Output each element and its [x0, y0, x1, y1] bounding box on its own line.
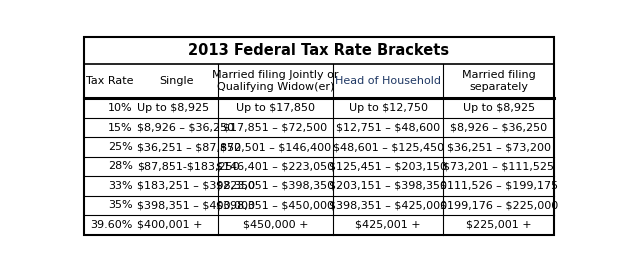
Text: $223,051 – $398,350: $223,051 – $398,350 [216, 181, 334, 191]
Text: 10%: 10% [108, 103, 132, 113]
Text: $398,351 – $450,000: $398,351 – $450,000 [216, 200, 334, 210]
Text: 25%: 25% [108, 142, 132, 152]
Text: $36,251 – $73,200: $36,251 – $73,200 [447, 142, 550, 152]
Text: $36,251 – $87,850: $36,251 – $87,850 [137, 142, 241, 152]
Text: 28%: 28% [108, 162, 132, 171]
Text: $199,176 – $225,000: $199,176 – $225,000 [440, 200, 558, 210]
Text: $87,851-$183,250: $87,851-$183,250 [137, 162, 240, 171]
Text: $125,451 – $203,150: $125,451 – $203,150 [329, 162, 447, 171]
Text: Head of Household: Head of Household [335, 76, 441, 86]
Text: $8,926 – $36,250: $8,926 – $36,250 [137, 123, 234, 132]
Text: $48,601 – $125,450: $48,601 – $125,450 [333, 142, 443, 152]
Text: $17,851 – $72,500: $17,851 – $72,500 [223, 123, 327, 132]
Text: $8,926 – $36,250: $8,926 – $36,250 [450, 123, 547, 132]
Text: $183,251 – $398,350: $183,251 – $398,350 [137, 181, 256, 191]
Text: $398,351 – $400,000: $398,351 – $400,000 [137, 200, 255, 210]
Text: Married filing
separately: Married filing separately [462, 70, 536, 92]
Text: 35%: 35% [108, 200, 132, 210]
Text: Up to $12,750: Up to $12,750 [349, 103, 428, 113]
Text: $73,201 – $111,525: $73,201 – $111,525 [443, 162, 554, 171]
Text: 15%: 15% [108, 123, 132, 132]
Text: $146,401 – $223,050: $146,401 – $223,050 [216, 162, 334, 171]
Text: Up to $8,925: Up to $8,925 [137, 103, 210, 113]
Text: Up to $8,925: Up to $8,925 [463, 103, 535, 113]
Text: $398,351 – $425,000: $398,351 – $425,000 [329, 200, 447, 210]
Text: $111,526 – $199,175: $111,526 – $199,175 [440, 181, 558, 191]
Text: $400,001 +: $400,001 + [137, 220, 203, 230]
Text: $72,501 – $146,400: $72,501 – $146,400 [220, 142, 331, 152]
Text: 33%: 33% [108, 181, 132, 191]
Text: Single: Single [159, 76, 193, 86]
Text: $450,000 +: $450,000 + [243, 220, 308, 230]
Text: $12,751 – $48,600: $12,751 – $48,600 [336, 123, 440, 132]
Text: $425,001 +: $425,001 + [355, 220, 421, 230]
Text: Married filing Jointly or
Qualifying Widow(er): Married filing Jointly or Qualifying Wid… [212, 70, 338, 92]
Text: Up to $17,850: Up to $17,850 [236, 103, 315, 113]
Text: Tax Rate: Tax Rate [86, 76, 133, 86]
Text: 2013 Federal Tax Rate Brackets: 2013 Federal Tax Rate Brackets [188, 43, 449, 58]
Text: $203,151 – $398,350: $203,151 – $398,350 [329, 181, 447, 191]
Text: $225,001 +: $225,001 + [466, 220, 532, 230]
Text: 39.60%: 39.60% [90, 220, 132, 230]
